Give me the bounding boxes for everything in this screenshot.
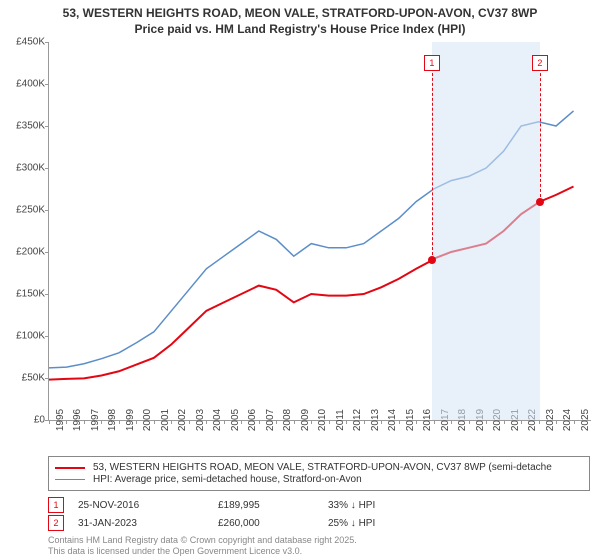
x-tick-label: 2006 [241, 409, 258, 431]
x-tick-mark [556, 420, 557, 424]
legend-label: HPI: Average price, semi-detached house,… [93, 474, 362, 485]
x-tick-label: 1996 [66, 409, 83, 431]
footer-line-2: This data is licensed under the Open Gov… [48, 546, 302, 556]
x-tick-mark [311, 420, 312, 424]
shaded-region [432, 42, 540, 420]
y-tick-mark [45, 378, 49, 379]
x-tick-label: 2007 [259, 409, 276, 431]
x-tick-mark [49, 420, 50, 424]
sale-price: £189,995 [218, 500, 328, 511]
sale-date: 31-JAN-2023 [78, 518, 218, 529]
x-tick-label: 2009 [294, 409, 311, 431]
title-line-1: 53, WESTERN HEIGHTS ROAD, MEON VALE, STR… [63, 6, 538, 20]
x-tick-label: 1999 [119, 409, 136, 431]
legend-area: 53, WESTERN HEIGHTS ROAD, MEON VALE, STR… [48, 456, 590, 557]
x-tick-label: 2024 [556, 409, 573, 431]
x-tick-mark [259, 420, 260, 424]
sale-price: £260,000 [218, 518, 328, 529]
plot-area: £0£50K£100K£150K£200K£250K£300K£350K£400… [48, 42, 591, 421]
x-tick-label: 2025 [574, 409, 591, 431]
legend-swatch [55, 467, 85, 469]
legend-row: 53, WESTERN HEIGHTS ROAD, MEON VALE, STR… [55, 462, 583, 473]
x-tick-mark [521, 420, 522, 424]
sale-row-marker: 2 [48, 515, 64, 531]
x-tick-mark [241, 420, 242, 424]
x-tick-label: 2012 [346, 409, 363, 431]
x-tick-label: 2005 [224, 409, 241, 431]
footer-text: Contains HM Land Registry data © Crown c… [48, 535, 590, 557]
y-tick-mark [45, 126, 49, 127]
x-tick-mark [486, 420, 487, 424]
x-tick-mark [66, 420, 67, 424]
x-tick-mark [504, 420, 505, 424]
sale-row: 1 25-NOV-2016£189,99533% ↓ HPI [48, 497, 590, 513]
x-tick-mark [224, 420, 225, 424]
sale-diff: 33% ↓ HPI [328, 500, 448, 511]
x-tick-mark [154, 420, 155, 424]
x-tick-mark [469, 420, 470, 424]
sale-row: 2 31-JAN-2023£260,00025% ↓ HPI [48, 515, 590, 531]
x-tick-mark [276, 420, 277, 424]
legend-row: HPI: Average price, semi-detached house,… [55, 474, 583, 485]
x-tick-mark [206, 420, 207, 424]
x-tick-mark [101, 420, 102, 424]
x-tick-label: 2010 [311, 409, 328, 431]
y-tick-mark [45, 84, 49, 85]
x-tick-mark [539, 420, 540, 424]
x-tick-label: 1995 [49, 409, 66, 431]
y-tick-mark [45, 294, 49, 295]
x-tick-label: 2004 [206, 409, 223, 431]
x-tick-mark [364, 420, 365, 424]
x-tick-mark [294, 420, 295, 424]
x-tick-mark [171, 420, 172, 424]
x-tick-mark [574, 420, 575, 424]
x-tick-mark [346, 420, 347, 424]
chart-title: 53, WESTERN HEIGHTS ROAD, MEON VALE, STR… [0, 0, 600, 37]
sale-marker-dot [428, 256, 436, 264]
y-tick-mark [45, 252, 49, 253]
y-tick-mark [45, 336, 49, 337]
legend-box: 53, WESTERN HEIGHTS ROAD, MEON VALE, STR… [48, 456, 590, 491]
x-tick-label: 2000 [136, 409, 153, 431]
x-tick-mark [399, 420, 400, 424]
footer-line-1: Contains HM Land Registry data © Crown c… [48, 535, 357, 545]
x-tick-label: 2002 [171, 409, 188, 431]
x-tick-mark [329, 420, 330, 424]
sale-marker-box: 1 [424, 55, 440, 71]
x-tick-label: 1997 [84, 409, 101, 431]
legend-swatch [55, 479, 85, 481]
x-tick-label: 2003 [189, 409, 206, 431]
x-tick-mark [451, 420, 452, 424]
x-tick-label: 2011 [329, 409, 346, 431]
sale-row-marker: 1 [48, 497, 64, 513]
sale-marker-line [540, 63, 541, 202]
legend-label: 53, WESTERN HEIGHTS ROAD, MEON VALE, STR… [93, 462, 552, 473]
x-tick-label: 2013 [364, 409, 381, 431]
x-tick-label: 2015 [399, 409, 416, 431]
sales-rows: 1 25-NOV-2016£189,99533% ↓ HPI 2 31-JAN-202… [48, 497, 590, 531]
x-tick-label: 1998 [101, 409, 118, 431]
y-tick-mark [45, 168, 49, 169]
sale-marker-dot [536, 198, 544, 206]
x-tick-mark [119, 420, 120, 424]
title-line-2: Price paid vs. HM Land Registry's House … [135, 22, 466, 36]
x-tick-label: 2023 [539, 409, 556, 431]
sale-date: 25-NOV-2016 [78, 500, 218, 511]
x-tick-mark [416, 420, 417, 424]
x-tick-mark [381, 420, 382, 424]
sale-marker-line [432, 63, 433, 261]
x-tick-mark [84, 420, 85, 424]
x-tick-label: 2008 [276, 409, 293, 431]
sale-diff: 25% ↓ HPI [328, 518, 448, 529]
y-tick-mark [45, 42, 49, 43]
x-tick-label: 2001 [154, 409, 171, 431]
x-tick-mark [434, 420, 435, 424]
x-tick-mark [136, 420, 137, 424]
sale-marker-box: 2 [532, 55, 548, 71]
chart-container: 53, WESTERN HEIGHTS ROAD, MEON VALE, STR… [0, 0, 600, 560]
x-tick-mark [189, 420, 190, 424]
x-tick-label: 2016 [416, 409, 433, 431]
x-tick-label: 2014 [381, 409, 398, 431]
y-tick-mark [45, 210, 49, 211]
